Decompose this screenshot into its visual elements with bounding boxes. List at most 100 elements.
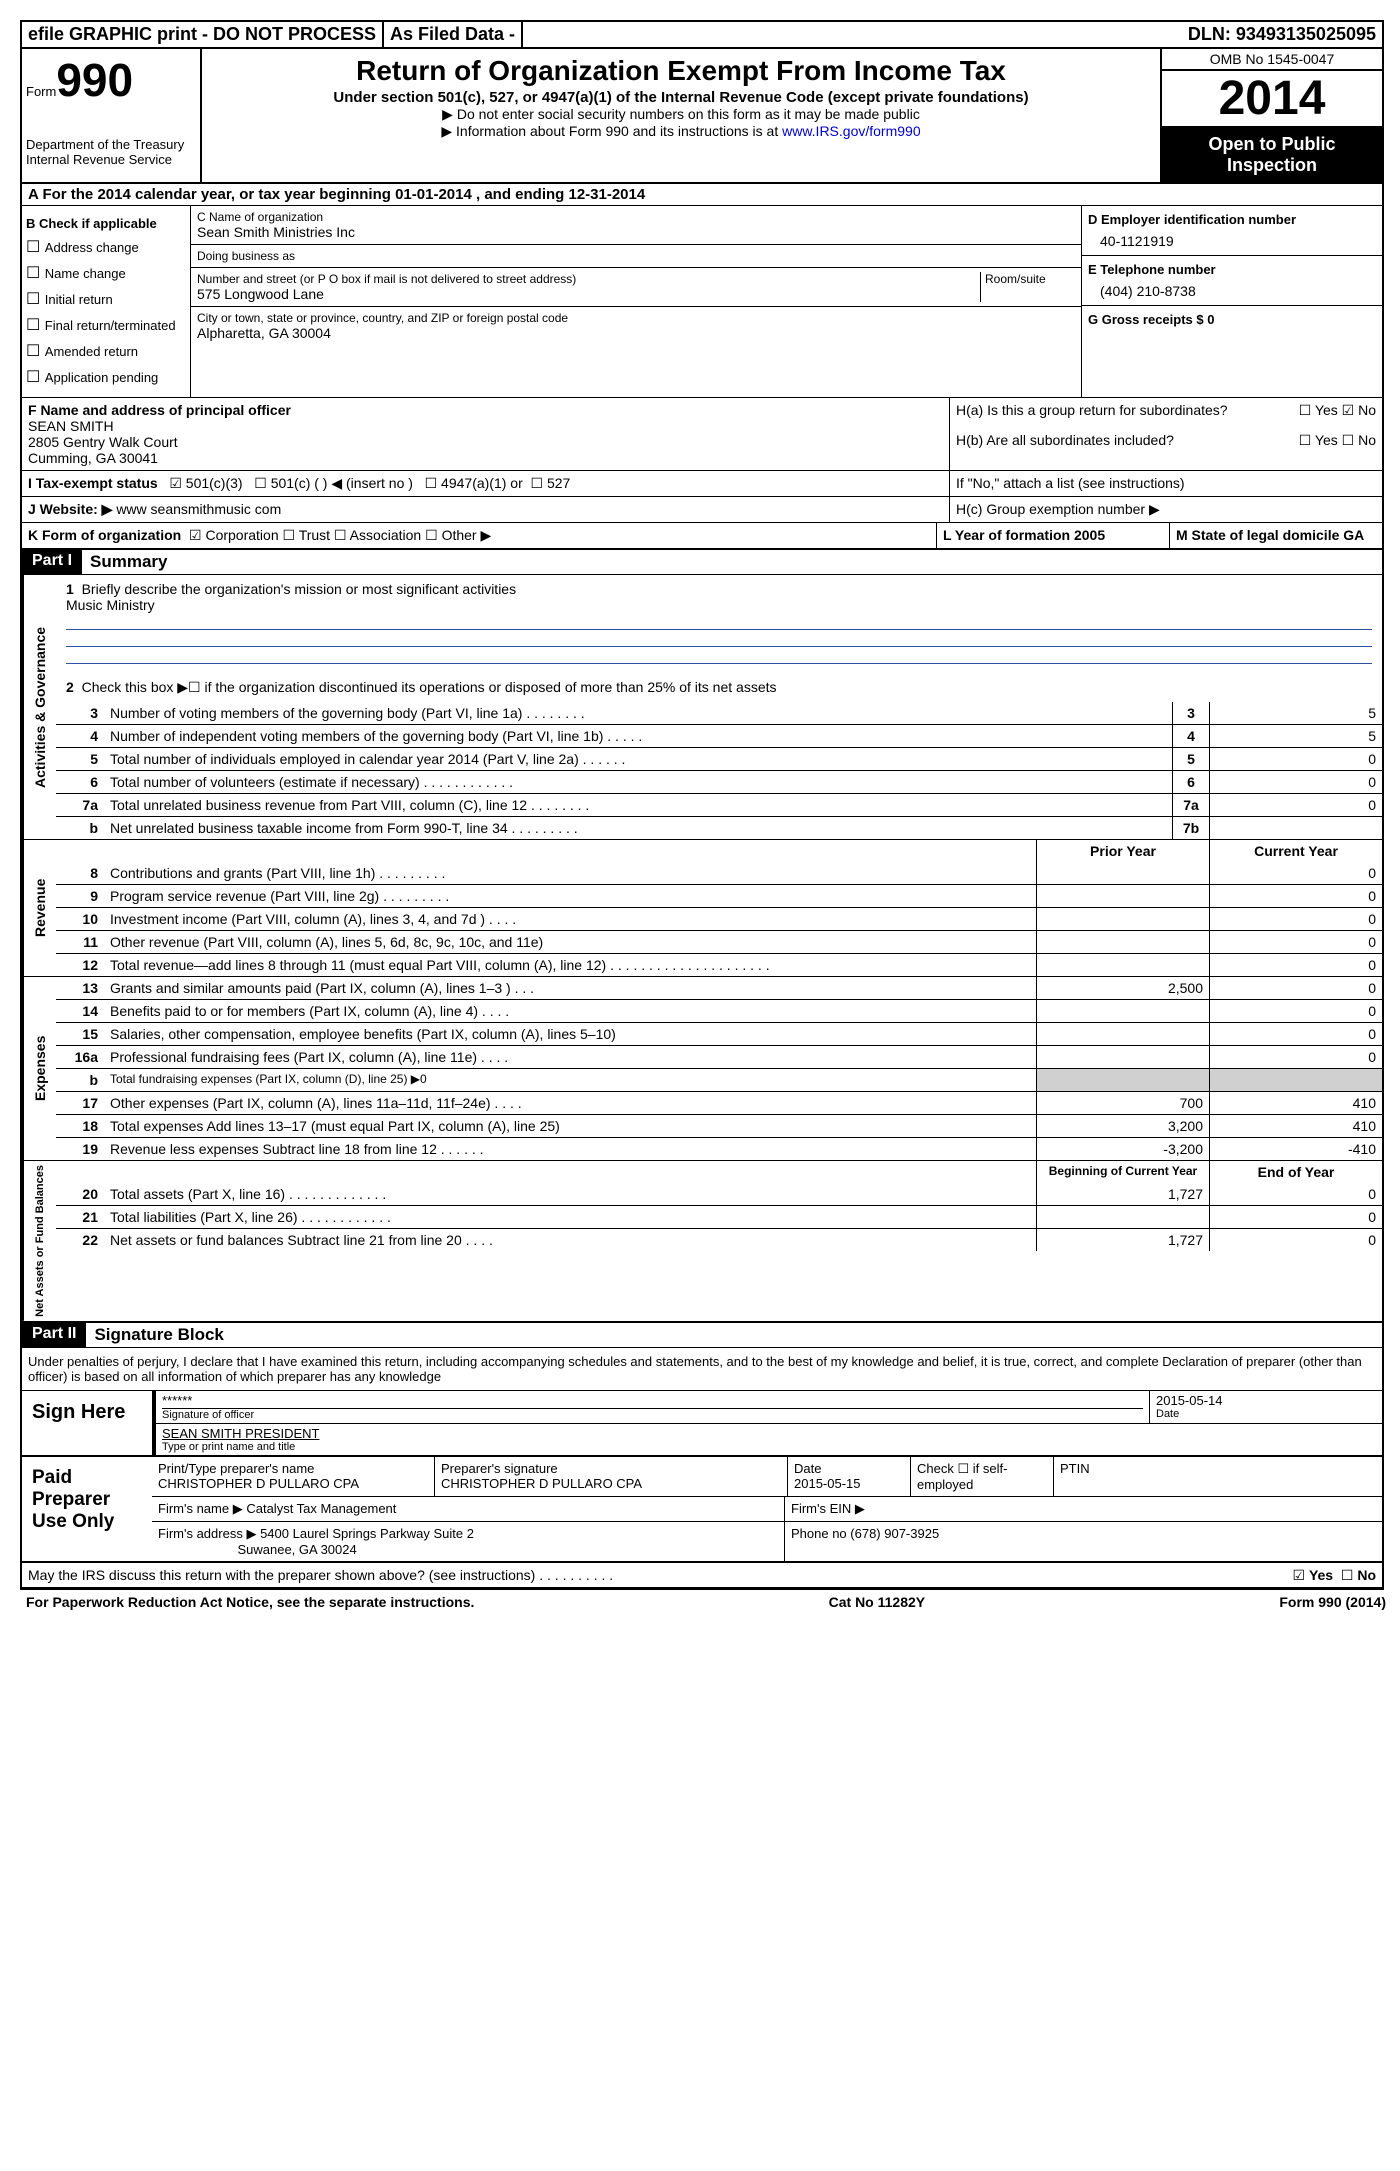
officer-print-label: Type or print name and title [162, 1441, 1376, 1453]
officer-print: SEAN SMITH PRESIDENT [162, 1426, 1376, 1441]
box-h: H(a) Is this a group return for subordin… [950, 398, 1382, 470]
irs: Internal Revenue Service [26, 152, 196, 167]
part1-label: Part I [22, 550, 82, 574]
header: Form990 Department of the Treasury Inter… [22, 49, 1382, 184]
q2: 2 Check this box ▶☐ if the organization … [56, 672, 1382, 702]
part1-title: Summary [82, 550, 175, 574]
expense-row: 15 Salaries, other compensation, employe… [56, 1022, 1382, 1045]
netasset-row: 20 Total assets (Part X, line 16) . . . … [56, 1183, 1382, 1205]
footer-left: For Paperwork Reduction Act Notice, see … [26, 1594, 474, 1610]
revenue-row: 9 Program service revenue (Part VIII, li… [56, 884, 1382, 907]
asfiled: As Filed Data - [384, 22, 523, 47]
opt-pending[interactable]: Application pending [26, 367, 186, 387]
note1: ▶ Do not enter social security numbers o… [212, 106, 1150, 123]
box-f-label: F Name and address of principal officer [28, 402, 943, 418]
gross-label: G Gross receipts $ 0 [1088, 312, 1376, 327]
box-f: F Name and address of principal officer … [22, 398, 950, 470]
vert-expenses: Expenses [22, 977, 56, 1160]
tel-cell: E Telephone number (404) 210-8738 [1082, 256, 1382, 306]
footer-center: Cat No 11282Y [829, 1594, 926, 1610]
row-j: J Website: ▶ www seansmithmusic com H(c)… [22, 497, 1382, 523]
org-name: Sean Smith Ministries Inc [197, 224, 1075, 240]
section-expenses: Expenses 13 Grants and similar amounts p… [22, 977, 1382, 1161]
vert-activities: Activities & Governance [22, 575, 56, 839]
sign-here: Sign Here ****** Signature of officer 20… [22, 1391, 1382, 1457]
efile-notice: efile GRAPHIC print - DO NOT PROCESS [22, 22, 384, 47]
tax-year: 2014 [1162, 71, 1382, 128]
box-c: C Name of organization Sean Smith Minist… [191, 206, 1082, 397]
section-act-gov: Activities & Governance 1 Briefly descri… [22, 575, 1382, 840]
org-name-label: C Name of organization [197, 210, 1075, 224]
opt-address-change[interactable]: Address change [26, 237, 186, 257]
expense-row: b Total fundraising expenses (Part IX, c… [56, 1068, 1382, 1091]
section-bcd: B Check if applicable Address change Nam… [22, 206, 1382, 398]
part1-header: Part I Summary [22, 550, 1382, 575]
footer: For Paperwork Reduction Act Notice, see … [20, 1590, 1392, 1614]
section-netassets: Net Assets or Fund Balances Beginning of… [22, 1161, 1382, 1323]
row-fh: F Name and address of principal officer … [22, 398, 1382, 471]
form-number: 990 [56, 54, 133, 106]
actgov-row: 4 Number of independent voting members o… [56, 724, 1382, 747]
expense-row: 18 Total expenses Add lines 13–17 (must … [56, 1114, 1382, 1137]
sig: ****** [162, 1393, 1143, 1408]
vert-netassets: Net Assets or Fund Balances [22, 1161, 56, 1321]
netasset-row: 21 Total liabilities (Part X, line 26) .… [56, 1205, 1382, 1228]
form-label: Form [26, 84, 56, 99]
header-right: OMB No 1545-0047 2014 Open to Public Ins… [1162, 49, 1382, 182]
ein-cell: D Employer identification number 40-1121… [1082, 206, 1382, 256]
opt-amended[interactable]: Amended return [26, 341, 186, 361]
sig-label-text: Signature of officer [162, 1408, 1143, 1421]
paid-preparer: Paid Preparer Use Only Print/Type prepar… [22, 1457, 1382, 1563]
omb: OMB No 1545-0047 [1162, 49, 1382, 71]
prep-label: Paid Preparer Use Only [22, 1457, 152, 1561]
city-label: City or town, state or province, country… [197, 311, 1075, 325]
opt-initial-return[interactable]: Initial return [26, 289, 186, 309]
opt-final-return[interactable]: Final return/terminated [26, 315, 186, 335]
form-subtitle: Under section 501(c), 527, or 4947(a)(1)… [212, 89, 1150, 106]
street-cell: Number and street (or P O box if mail is… [191, 268, 1081, 307]
ein-label: D Employer identification number [1088, 212, 1376, 227]
expense-row: 13 Grants and similar amounts paid (Part… [56, 977, 1382, 999]
dba-label: Doing business as [197, 249, 1075, 263]
opt-name-change[interactable]: Name change [26, 263, 186, 283]
netassets-header: Beginning of Current Year End of Year [56, 1161, 1382, 1183]
dln: DLN: 93493135025095 [1182, 22, 1382, 47]
ein: 40-1121919 [1088, 227, 1376, 249]
expense-row: 19 Revenue less expenses Subtract line 1… [56, 1137, 1382, 1160]
irs-link[interactable]: www.IRS.gov/form990 [782, 123, 921, 139]
top-bar: efile GRAPHIC print - DO NOT PROCESS As … [22, 22, 1382, 49]
dba-cell: Doing business as [191, 245, 1081, 268]
box-b-title: B Check if applicable [26, 216, 186, 231]
city-cell: City or town, state or province, country… [191, 307, 1081, 345]
part2-label: Part II [22, 1323, 86, 1347]
box-b: B Check if applicable Address change Nam… [22, 206, 191, 397]
hb: H(b) Are all subordinates included? ☐ Ye… [956, 432, 1376, 448]
revenue-row: 12 Total revenue—add lines 8 through 11 … [56, 953, 1382, 976]
hc: H(c) Group exemption number ▶ [949, 497, 1382, 522]
ha: H(a) Is this a group return for subordin… [956, 402, 1376, 418]
form-title: Return of Organization Exempt From Incom… [212, 55, 1150, 87]
revenue-row: 10 Investment income (Part VIII, column … [56, 907, 1382, 930]
expense-row: 17 Other expenses (Part IX, column (A), … [56, 1091, 1382, 1114]
org-name-cell: C Name of organization Sean Smith Minist… [191, 206, 1081, 245]
section-revenue: Revenue Prior Year Current Year 8 Contri… [22, 840, 1382, 977]
tel: (404) 210-8738 [1088, 277, 1376, 299]
revenue-row: 11 Other revenue (Part VIII, column (A),… [56, 930, 1382, 953]
street: 575 Longwood Lane [197, 286, 980, 302]
footer-right: Form 990 (2014) [1279, 1594, 1386, 1610]
discuss-row: May the IRS discuss this return with the… [22, 1563, 1382, 1588]
vert-revenue: Revenue [22, 840, 56, 976]
expense-row: 14 Benefits paid to or for members (Part… [56, 999, 1382, 1022]
expense-row: 16a Professional fundraising fees (Part … [56, 1045, 1382, 1068]
netasset-row: 22 Net assets or fund balances Subtract … [56, 1228, 1382, 1251]
street-label: Number and street (or P O box if mail is… [197, 272, 980, 286]
officer-addr2: Cumming, GA 30041 [28, 450, 943, 466]
part2-title: Signature Block [86, 1323, 231, 1347]
hb-note: If "No," attach a list (see instructions… [949, 471, 1382, 496]
sig-date-label: Date [1156, 1408, 1376, 1420]
room-label: Room/suite [985, 272, 1075, 286]
note2: ▶ Information about Form 990 and its ins… [212, 123, 1150, 140]
actgov-row: 5 Total number of individuals employed i… [56, 747, 1382, 770]
city: Alpharetta, GA 30004 [197, 325, 1075, 341]
row-k: K Form of organization ☑ Corporation ☐ T… [22, 523, 1382, 550]
